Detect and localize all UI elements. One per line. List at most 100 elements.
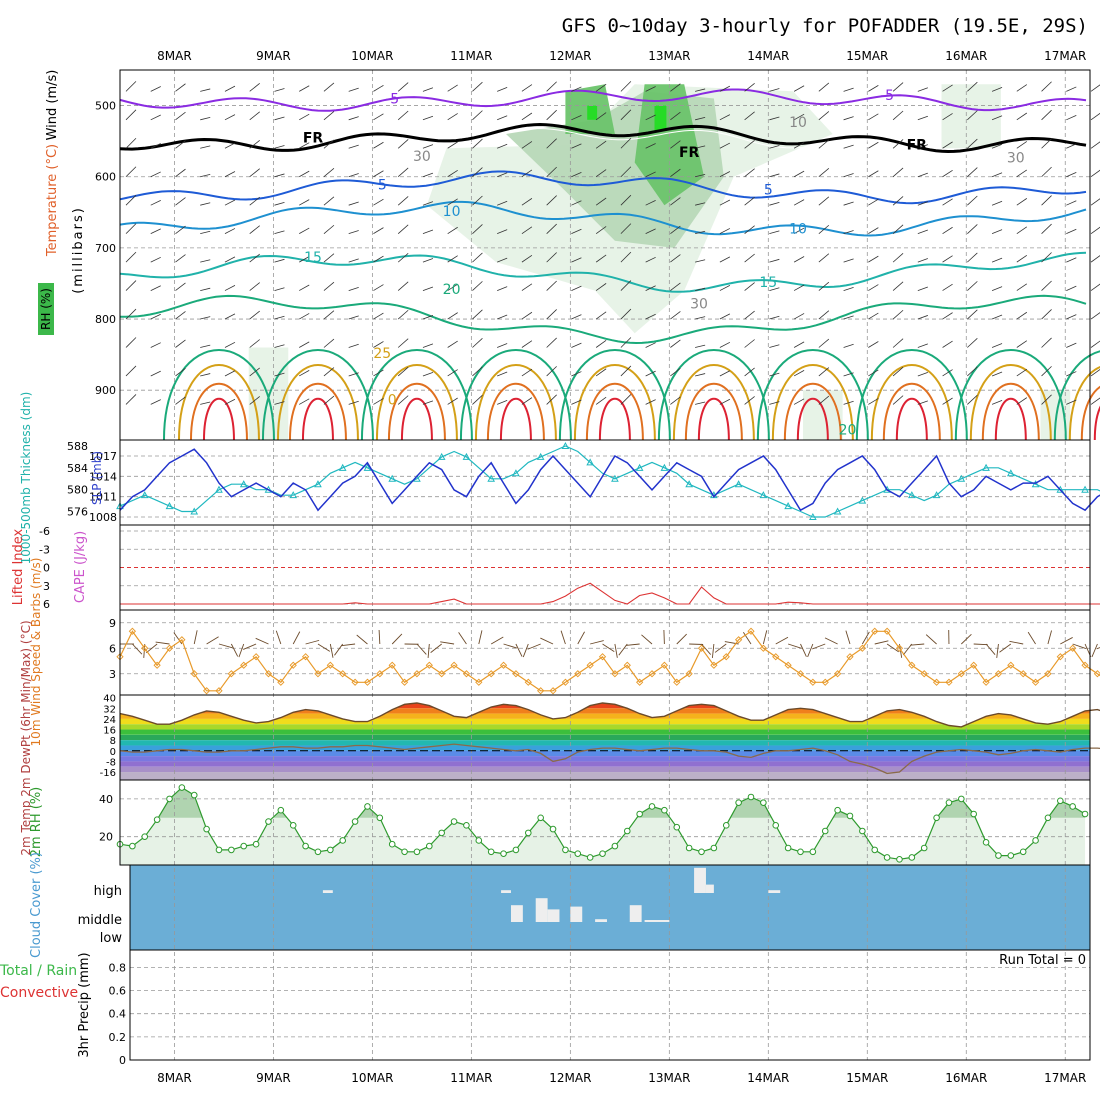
wind-barb	[917, 87, 928, 92]
wind-barb	[818, 281, 830, 291]
wind-marker	[1007, 661, 1015, 669]
wind-barb	[447, 283, 458, 291]
wind-barb	[249, 139, 260, 149]
wind-marker	[128, 627, 137, 635]
wind-barb	[695, 88, 706, 92]
wind-barb	[967, 252, 978, 263]
wind-barb	[620, 166, 632, 178]
wind-barb	[472, 138, 483, 149]
thickness-marker	[932, 491, 941, 499]
wind-marker	[772, 653, 780, 661]
wind-barb	[695, 173, 706, 178]
wind-barb	[224, 370, 236, 377]
wind-barb	[719, 341, 731, 348]
rh-marker	[896, 856, 903, 863]
contour-label: 10	[443, 204, 461, 220]
wind-barb	[497, 343, 508, 348]
precip-tick: 0.6	[109, 985, 127, 998]
wind-barb	[397, 338, 409, 348]
wind-barb	[942, 226, 953, 234]
temp-tick: -8	[106, 757, 116, 768]
rh-shade	[587, 105, 598, 120]
wind-barb	[1090, 198, 1100, 206]
wind-barb	[521, 169, 533, 178]
rh-marker	[797, 848, 804, 856]
wind-tick: 9	[109, 617, 116, 630]
warm-contour	[474, 364, 557, 441]
wind-barb	[323, 310, 335, 320]
wind-barb	[868, 170, 879, 178]
wind-barb	[1066, 86, 1077, 92]
wind-barb	[645, 342, 656, 348]
li-tick: -3	[39, 543, 50, 556]
wind-barb	[843, 343, 854, 348]
warm-contour	[459, 349, 572, 441]
date-label-bottom: 15MAR	[846, 1071, 888, 1085]
rh-marker	[413, 848, 421, 856]
rh-marker	[586, 854, 594, 861]
thickness-marker	[611, 474, 619, 482]
wind-barb	[1090, 141, 1100, 149]
wind-barb	[571, 171, 582, 178]
wind-marker	[363, 678, 372, 686]
temp-tick: -16	[100, 768, 116, 779]
li-tick: 0	[43, 562, 50, 575]
wind-barb	[348, 286, 359, 291]
temp-warm-band	[120, 729, 1090, 735]
wind-barb	[447, 397, 458, 405]
date-label-top: 17MAR	[1044, 49, 1086, 63]
surface-wind-barb	[701, 643, 712, 655]
thickness-axis-label: 1000-500mb Thickness (dm)	[19, 392, 33, 565]
rh-marker	[982, 839, 990, 846]
wind-barb	[818, 139, 830, 149]
wind-barb	[546, 394, 557, 405]
wind-barb	[323, 224, 335, 234]
thickness-tick: 580	[67, 484, 88, 497]
wind-barb	[1016, 169, 1028, 178]
surface-wind-barb	[478, 630, 483, 645]
thickness-marker	[1056, 485, 1065, 493]
surface-wind-barb	[391, 633, 403, 645]
rh-marker	[1044, 814, 1052, 822]
wind-barb	[521, 311, 533, 320]
wind-marker	[598, 653, 607, 661]
wind-marker	[1069, 644, 1077, 652]
wind-barb	[447, 340, 458, 348]
wind-barb	[224, 142, 236, 149]
wind-barb	[373, 312, 384, 320]
wind-barb	[1066, 228, 1077, 235]
wind-barb	[917, 400, 928, 405]
wind-barb	[843, 286, 854, 291]
wind-barb	[793, 341, 805, 348]
rh-marker	[228, 846, 235, 854]
temp-warm-band	[120, 708, 1090, 714]
wind-barb	[249, 83, 260, 92]
wind-barb	[125, 308, 137, 320]
wind-barb	[793, 170, 805, 178]
wind-barb	[472, 81, 483, 92]
wind-barb	[497, 115, 508, 121]
wind-barb	[769, 173, 780, 178]
rh-marker	[302, 842, 309, 850]
thickness-marker	[759, 491, 768, 499]
wind-marker	[586, 661, 594, 669]
warm-contour	[855, 349, 968, 441]
rh-marker	[265, 818, 272, 825]
surface-wind-barb	[899, 643, 903, 658]
wind-barb	[917, 115, 928, 121]
wind-barb	[348, 400, 359, 405]
rh-marker	[1032, 837, 1039, 844]
precip-tick: 0	[119, 1054, 126, 1067]
wind-barb	[793, 199, 805, 206]
wind-barb	[497, 314, 508, 320]
wind-marker	[970, 661, 978, 669]
date-label-bottom: 8MAR	[157, 1071, 192, 1085]
wind-barb	[249, 253, 260, 263]
wind-barb	[645, 313, 656, 320]
wind-barb	[299, 113, 310, 121]
thickness-marker	[635, 463, 644, 471]
wind-barb	[744, 339, 755, 348]
wind-marker	[252, 653, 260, 661]
isotherm-line	[119, 88, 1087, 112]
wind-barb	[472, 224, 483, 234]
